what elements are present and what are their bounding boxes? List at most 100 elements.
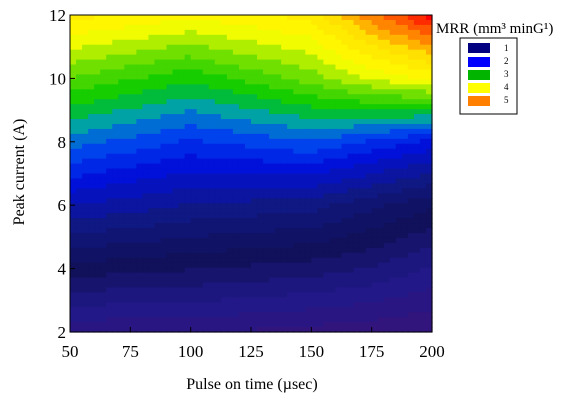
contour-cell	[401, 84, 409, 90]
contour-cell	[70, 183, 77, 189]
contour-cell	[232, 168, 240, 175]
contour-cell	[371, 307, 379, 313]
contour-cell	[124, 143, 131, 150]
contour-cell	[130, 84, 137, 90]
contour-cell	[82, 213, 89, 219]
contour-cell	[257, 247, 264, 254]
contour-cell	[112, 44, 119, 51]
contour-cell	[347, 39, 355, 46]
contour-cell	[407, 322, 415, 328]
contour-cell	[112, 133, 119, 140]
contour-cell	[299, 79, 306, 85]
contour-cell	[238, 34, 246, 41]
contour-cell	[293, 173, 300, 180]
contour-cell	[347, 327, 355, 333]
contour-cell	[226, 223, 234, 229]
contour-cell	[172, 143, 180, 150]
contour-cell	[82, 94, 89, 100]
contour-cell	[305, 158, 312, 165]
contour-cell	[407, 267, 415, 274]
contour-cell	[359, 302, 367, 308]
contour-cell	[136, 183, 143, 189]
contour-cell	[425, 123, 433, 130]
contour-cell	[76, 302, 83, 308]
contour-cell	[124, 153, 131, 160]
contour-cell	[389, 178, 397, 184]
contour-cell	[377, 237, 385, 244]
contour-cell	[257, 198, 264, 204]
contour-cell	[353, 218, 361, 224]
contour-cell	[172, 242, 180, 249]
contour-cell	[76, 317, 83, 323]
contour-cell	[136, 128, 143, 135]
contour-cell	[413, 307, 421, 313]
contour-cell	[124, 163, 131, 170]
contour-cell	[154, 24, 162, 31]
legend-label: 5	[504, 95, 509, 105]
contour-cell	[275, 79, 282, 85]
contour-cell	[329, 292, 337, 298]
contour-cell	[118, 302, 125, 308]
contour-cell	[154, 227, 162, 234]
contour-cell	[251, 312, 258, 318]
contour-cell	[226, 44, 234, 51]
contour-cell	[238, 188, 246, 194]
contour-cell	[70, 84, 77, 90]
contour-cell	[124, 267, 131, 274]
contour-cell	[257, 69, 264, 76]
contour-cell	[184, 114, 192, 120]
contour-cell	[359, 252, 367, 259]
contour-cell	[82, 123, 89, 130]
contour-cell	[70, 317, 77, 323]
contour-cell	[76, 104, 83, 110]
contour-cell	[347, 272, 355, 279]
contour-cell	[154, 19, 162, 26]
contour-cell	[425, 24, 433, 31]
contour-cell	[196, 208, 204, 214]
contour-cell	[100, 322, 107, 328]
contour-cell	[419, 193, 427, 199]
contour-cell	[202, 94, 210, 100]
contour-cell	[287, 99, 294, 105]
contour-cell	[142, 89, 150, 95]
contour-cell	[365, 69, 373, 76]
contour-cell	[323, 114, 331, 120]
contour-cell	[365, 223, 373, 229]
contour-cell	[136, 292, 143, 298]
contour-cell	[136, 158, 143, 165]
contour-cell	[106, 148, 113, 155]
contour-cell	[88, 64, 95, 71]
contour-cell	[244, 262, 252, 269]
contour-cell	[220, 104, 228, 110]
contour-cell	[263, 327, 270, 333]
contour-cell	[226, 29, 234, 36]
contour-cell	[335, 257, 343, 264]
contour-cell	[238, 94, 246, 100]
contour-cell	[178, 133, 186, 140]
contour-cell	[190, 242, 198, 249]
contour-cell	[136, 208, 143, 214]
contour-cell	[389, 24, 397, 31]
contour-cell	[401, 227, 409, 234]
contour-cell	[323, 223, 331, 229]
contour-cell	[281, 302, 288, 308]
contour-cell	[317, 203, 324, 209]
contour-cell	[371, 59, 379, 66]
contour-cell	[148, 208, 156, 214]
contour-cell	[395, 227, 403, 234]
contour-cell	[178, 64, 186, 71]
contour-cell	[196, 19, 204, 26]
contour-cell	[244, 188, 252, 194]
contour-cell	[275, 322, 282, 328]
contour-cell	[148, 15, 156, 21]
contour-cell	[76, 267, 83, 274]
contour-cell	[389, 128, 397, 135]
contour-cell	[389, 198, 397, 204]
contour-cell	[88, 317, 95, 323]
contour-cell	[269, 237, 276, 244]
contour-cell	[275, 302, 282, 308]
contour-cell	[196, 54, 204, 61]
contour-cell	[359, 183, 367, 189]
contour-cell	[208, 267, 216, 274]
contour-cell	[214, 327, 222, 333]
